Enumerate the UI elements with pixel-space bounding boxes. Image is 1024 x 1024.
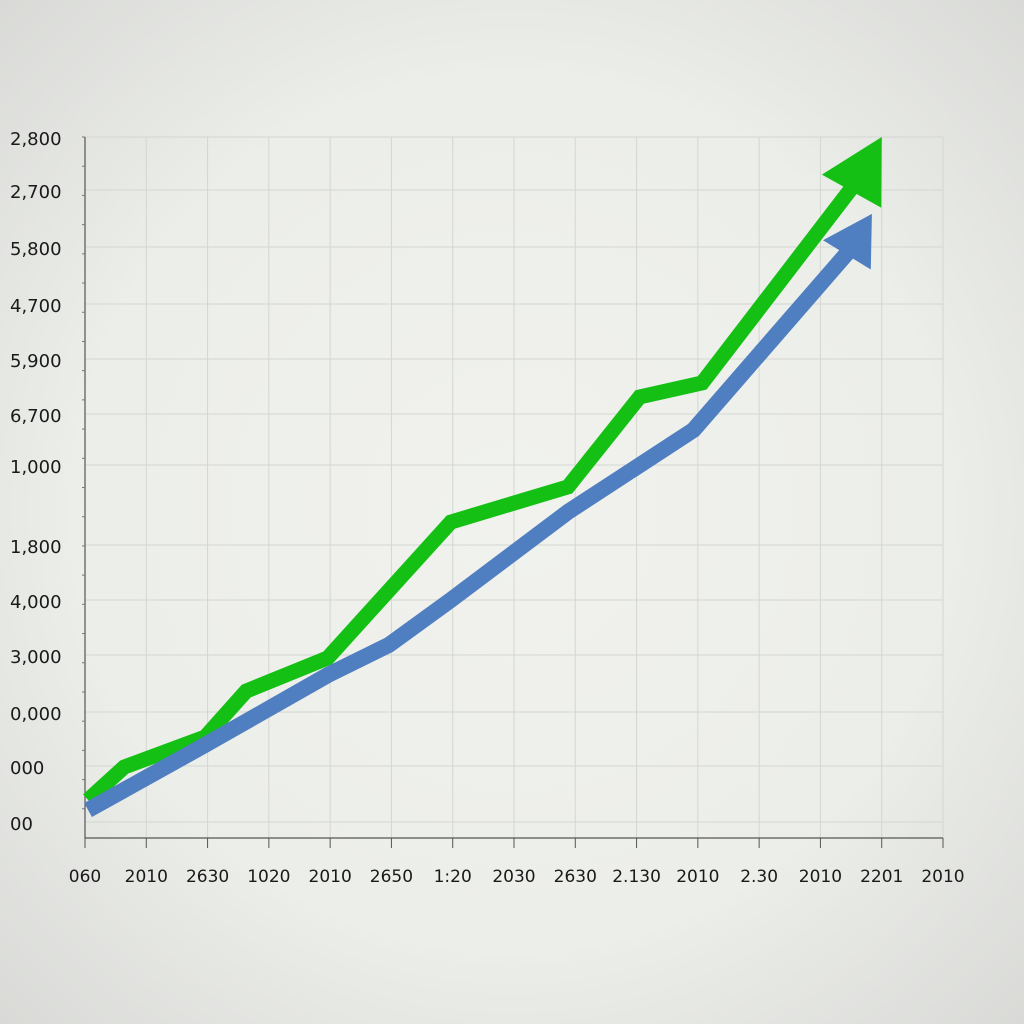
x-tick-label: 1020 (247, 867, 290, 887)
x-tick-label: 2010 (921, 867, 964, 887)
series-line (84, 242, 859, 818)
x-tick-label: 2030 (492, 867, 535, 887)
y-tick-label: 5,800 (10, 239, 62, 260)
x-tick-label: 2201 (860, 867, 903, 887)
y-tick-label: 2,700 (10, 182, 62, 203)
y-tick-label: 00 (10, 814, 33, 835)
x-tick-label: 2630 (554, 867, 597, 887)
y-tick-label: 0,000 (10, 704, 62, 725)
x-tick-label: 2.30 (740, 867, 778, 887)
x-tick-label: 2010 (125, 867, 168, 887)
y-tick-label: 2,800 (10, 129, 62, 150)
x-tick-label: 2630 (186, 867, 229, 887)
x-tick-label: 2010 (309, 867, 352, 887)
y-tick-label: 5,900 (10, 351, 62, 372)
arrow-head (821, 137, 882, 208)
x-tick-label: 2.130 (612, 867, 661, 887)
y-tick-label: 000 (10, 758, 44, 779)
x-tick-label: 2010 (676, 867, 719, 887)
y-tick-label: 4,000 (10, 592, 62, 613)
arrow-head (822, 213, 872, 270)
x-tick-label: 2650 (370, 867, 413, 887)
x-tick-label: 1:20 (434, 867, 472, 887)
x-tick-label: 2010 (799, 867, 842, 887)
y-tick-label: 3,000 (10, 647, 62, 668)
y-tick-label: 4,700 (10, 296, 62, 317)
y-tick-label: 6,700 (10, 406, 62, 427)
y-tick-label: 1,800 (10, 537, 62, 558)
x-tick-label: 060 (69, 867, 101, 887)
y-tick-label: 1,000 (10, 457, 62, 478)
series-line (83, 175, 865, 806)
